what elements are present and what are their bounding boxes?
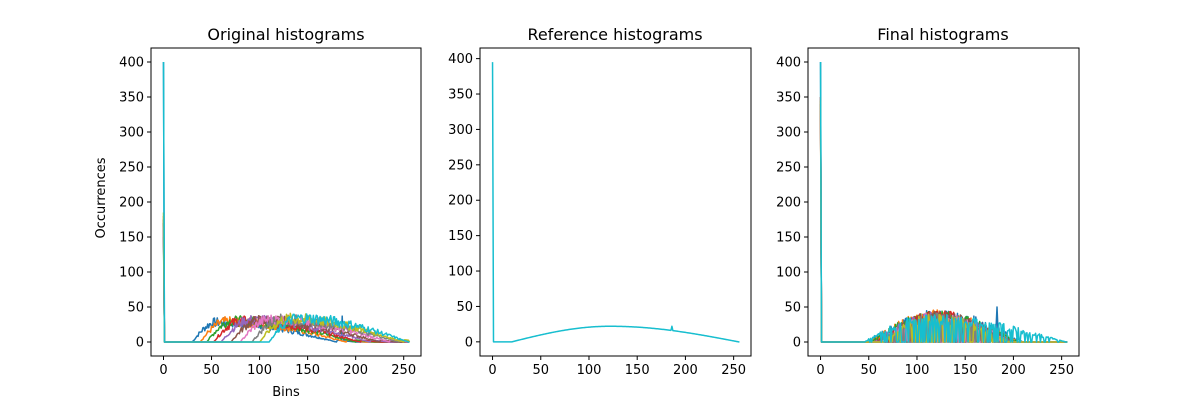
x-tick-label: 150: [953, 363, 978, 378]
x-tick-label: 200: [1001, 363, 1026, 378]
y-tick-label: 100: [776, 266, 801, 281]
y-tick-label: 50: [456, 300, 473, 315]
panel-original: Original histograms Bins Occurrences 0 50…: [94, 25, 422, 400]
panel-final: Final histograms 0 50 100 150 200 250 0 50 100 15…: [776, 25, 1080, 378]
plot-area: 0 50 100 150 200 250 0 50 100 150 200 250 300 350 400: [119, 47, 422, 378]
histogram-series-line: [819, 61, 1068, 343]
x-tick-label: 200: [343, 363, 368, 378]
x-tick-label: 200: [673, 363, 698, 378]
y-tick-label: 200: [776, 196, 801, 211]
y-tick-label: 300: [119, 126, 144, 141]
x-tick-label: 50: [203, 363, 220, 378]
y-tick-label: 150: [448, 229, 473, 244]
y-tick-label: 150: [119, 231, 144, 246]
x-tick-label: 0: [159, 363, 167, 378]
panel-title: Reference histograms: [527, 25, 702, 44]
plot-area: 0 50 100 150 200 250 0 50 100 150 200 250 300 350 400: [776, 47, 1080, 378]
series-group: [491, 62, 740, 343]
x-tick-label: 250: [391, 363, 416, 378]
panel-title: Final histograms: [877, 25, 1008, 44]
y-tick-label: 400: [776, 56, 801, 71]
y-axis-label: Occurrences: [94, 157, 109, 238]
x-tick-label: 250: [1049, 363, 1074, 378]
y-tick-label: 350: [776, 91, 801, 106]
x-tick-label: 0: [816, 363, 824, 378]
axes-frame: [479, 47, 752, 357]
x-tick-label: 0: [488, 363, 496, 378]
y-tick-label: 150: [776, 231, 801, 246]
plot-area: 0 50 100 150 200 250 0 50 100 150 200 250 300 350 400: [448, 47, 752, 378]
x-tick-label: 100: [247, 363, 272, 378]
panel-title: Original histograms: [207, 25, 364, 44]
x-tick-label: 100: [905, 363, 930, 378]
x-tick-label: 50: [532, 363, 549, 378]
y-tick-label: 300: [776, 126, 801, 141]
y-tick-label: 400: [119, 56, 144, 71]
y-tick-label: 100: [119, 266, 144, 281]
y-tick-label: 300: [448, 123, 473, 138]
x-tick-label: 150: [625, 363, 650, 378]
histogram-series-line: [162, 61, 410, 343]
y-tick-label: 50: [127, 301, 144, 316]
y-tick-label: 200: [448, 194, 473, 209]
y-tick-label: 250: [448, 158, 473, 173]
y-tick-label: 50: [784, 301, 801, 316]
x-axis-label: Bins: [272, 385, 300, 400]
y-tick-label: 0: [465, 335, 473, 350]
y-tick-label: 250: [776, 161, 801, 176]
series-group: [162, 61, 411, 343]
x-tick-label: 100: [577, 363, 602, 378]
x-tick-label: 250: [721, 363, 746, 378]
panel-reference: Reference histograms 0 50 100 150 200 250 0 50 1…: [448, 25, 752, 378]
series-group: [819, 61, 1068, 343]
histogram-series-line: [491, 62, 740, 343]
y-tick-label: 100: [448, 265, 473, 280]
y-tick-label: 200: [119, 196, 144, 211]
y-tick-label: 400: [448, 52, 473, 67]
x-tick-label: 50: [860, 363, 877, 378]
y-tick-label: 250: [119, 161, 144, 176]
y-tick-label: 350: [448, 88, 473, 103]
y-tick-label: 0: [136, 336, 144, 351]
x-tick-label: 150: [295, 363, 320, 378]
y-tick-label: 0: [793, 336, 801, 351]
y-tick-label: 350: [119, 91, 144, 106]
